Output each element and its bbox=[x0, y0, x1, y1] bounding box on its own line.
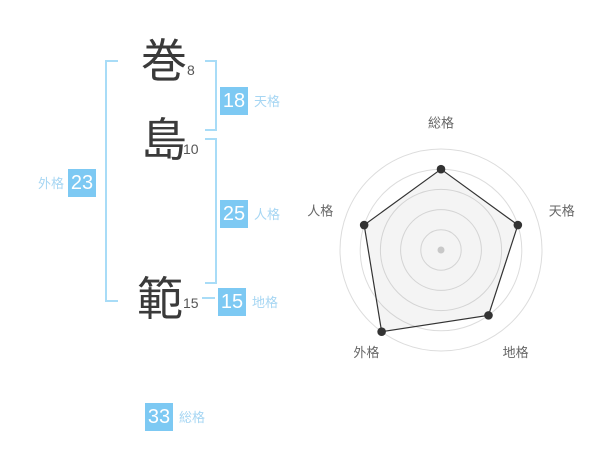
soukaku-label: 総格 bbox=[179, 410, 206, 425]
radar-axis-label: 人格 bbox=[307, 203, 333, 218]
chikaku-label: 地格 bbox=[252, 295, 279, 310]
radar-grid-ring bbox=[420, 229, 462, 271]
radar-data-point bbox=[484, 311, 493, 320]
chikaku-score-box: 15 bbox=[218, 288, 246, 316]
stroke-count-2: 10 bbox=[183, 141, 199, 157]
stroke-count-1: 8 bbox=[187, 62, 195, 78]
gaikaku-label: 外格 bbox=[38, 176, 65, 191]
radar-axis-label: 外格 bbox=[353, 345, 379, 360]
radar-data-point bbox=[436, 164, 446, 174]
radar-grid-ring bbox=[400, 209, 482, 291]
name-character-2: 島 bbox=[141, 114, 187, 166]
chikaku-tick bbox=[202, 297, 215, 299]
gaikaku-score-box: 23 bbox=[68, 169, 96, 197]
radar-center-dot bbox=[437, 246, 445, 254]
jinkaku-score-box: 25 bbox=[220, 200, 248, 228]
soukaku-score-box: 33 bbox=[145, 403, 173, 431]
radar-axis-label: 総格 bbox=[428, 116, 454, 131]
tenkaku-score-box: 18 bbox=[220, 87, 248, 115]
name-character-3: 範 bbox=[137, 273, 183, 325]
gaikaku-bracket bbox=[105, 60, 118, 302]
radar-axis-label: 天格 bbox=[549, 203, 575, 218]
jinkaku-label: 人格 bbox=[254, 207, 281, 222]
tenkaku-bracket bbox=[205, 60, 217, 131]
tenkaku-label: 天格 bbox=[254, 94, 281, 109]
jinkaku-bracket bbox=[205, 138, 217, 284]
stroke-count-3: 15 bbox=[183, 295, 199, 311]
radar-data-point bbox=[513, 220, 523, 230]
radar-data-point bbox=[359, 220, 369, 230]
radar-grid-ring bbox=[379, 188, 503, 312]
radar-grid-ring bbox=[339, 148, 543, 352]
name-character-1: 巻 bbox=[141, 35, 187, 87]
radar-axis-label: 地格 bbox=[503, 345, 529, 360]
radar-data-point bbox=[377, 327, 386, 337]
